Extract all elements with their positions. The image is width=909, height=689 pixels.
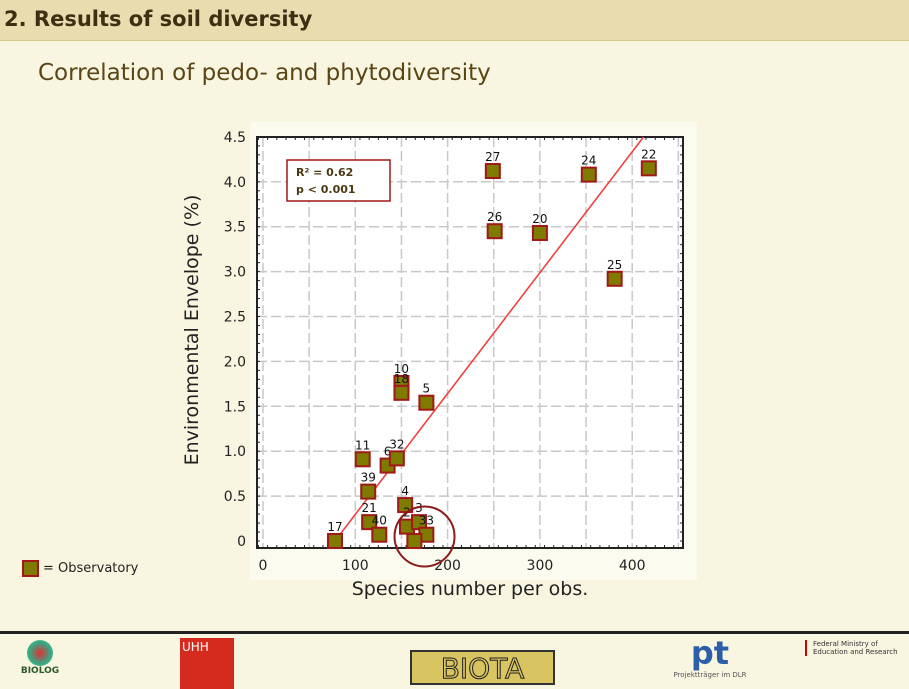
x-tick-label: 100	[342, 558, 369, 574]
scatter-chart: 0 100 200 300 400 0 0.5 1.0 1.5 2.0 2.5 3.0 3.5 4.0 4.…	[224, 130, 684, 574]
data-label: 18	[394, 372, 409, 386]
data-label: 26	[487, 210, 502, 224]
footer-divider	[0, 631, 909, 634]
y-tick-label: 3.5	[224, 220, 246, 236]
data-point-40	[371, 526, 388, 543]
pt-logo: pt Projektträger im DLR	[673, 634, 747, 679]
p-value-text: p < 0.001	[296, 183, 356, 196]
data-label: 21	[362, 501, 377, 515]
data-label: 40	[372, 514, 387, 528]
r-squared-text: R² = 0.62	[296, 166, 353, 179]
x-tick-label: 0	[259, 558, 268, 574]
highlight-circle	[393, 505, 456, 568]
x-tick-label: 300	[527, 558, 554, 574]
data-label: 22	[641, 147, 656, 161]
data-label: 17	[327, 520, 342, 534]
y-tick-label: 2.0	[224, 354, 246, 370]
biota-logo: BIOTA	[410, 650, 555, 686]
data-point-27	[484, 163, 501, 180]
observatory-marker-icon	[22, 560, 39, 577]
data-point-17	[326, 533, 343, 549]
data-point-11	[354, 451, 371, 468]
data-point-18	[393, 384, 410, 401]
regression-line	[334, 136, 645, 542]
data-point-26	[486, 223, 503, 240]
y-tick-label: 4.5	[224, 130, 246, 146]
y-tick-label: 1.0	[224, 444, 246, 460]
data-label: 25	[607, 258, 622, 272]
x-axis-label: Species number per obs.	[351, 578, 589, 600]
data-label: 27	[485, 150, 500, 164]
y-tick-label: 3.0	[224, 265, 246, 281]
data-point-25	[606, 270, 623, 287]
data-label: 6	[384, 445, 392, 459]
x-tick-label: 400	[619, 558, 646, 574]
data-point-4	[397, 497, 414, 514]
data-point-20	[531, 224, 548, 241]
data-point-5	[418, 394, 435, 411]
uhh-logo: UHH	[180, 638, 234, 689]
y-axis-label: Environmental Envelope (%)	[181, 194, 203, 466]
data-label: 32	[389, 437, 404, 451]
data-point-32	[388, 450, 405, 467]
data-label: 39	[361, 471, 376, 485]
legend: = Observatory	[22, 560, 138, 577]
y-tick-label: 4.0	[224, 175, 246, 191]
biolog-logo: BIOLOG	[20, 640, 60, 676]
stats-box	[286, 159, 391, 202]
data-label: 24	[581, 154, 596, 168]
slide-title: 2. Results of soil diversity	[4, 7, 313, 31]
data-point-unlabeled	[406, 533, 423, 549]
bmbf-logo: Federal Ministry of Education and Resear…	[805, 640, 908, 656]
data-point-21	[361, 514, 378, 531]
header-bar: 2. Results of soil diversity	[0, 0, 909, 41]
x-tick-label: 200	[434, 558, 461, 574]
y-tick-label: 1.5	[224, 399, 246, 415]
data-point-39	[360, 483, 377, 500]
data-label: 33	[419, 514, 434, 528]
data-label: 10	[394, 362, 409, 376]
y-tick-label: 2.5	[224, 310, 246, 326]
data-label: 3	[415, 501, 423, 515]
data-label: 4	[401, 484, 409, 498]
data-label: 11	[355, 438, 370, 452]
data-label: 5	[423, 382, 431, 396]
slide-subtitle: Correlation of pedo- and phytodiversity	[38, 60, 491, 86]
y-tick-label: 0.5	[224, 489, 246, 505]
data-point-24	[580, 166, 597, 183]
data-label: 20	[532, 212, 547, 226]
data-point-22	[640, 160, 657, 177]
plot-area	[257, 137, 683, 548]
y-tick-label: 0	[237, 534, 246, 550]
legend-label: = Observatory	[43, 561, 139, 576]
plot-frame	[256, 136, 684, 549]
